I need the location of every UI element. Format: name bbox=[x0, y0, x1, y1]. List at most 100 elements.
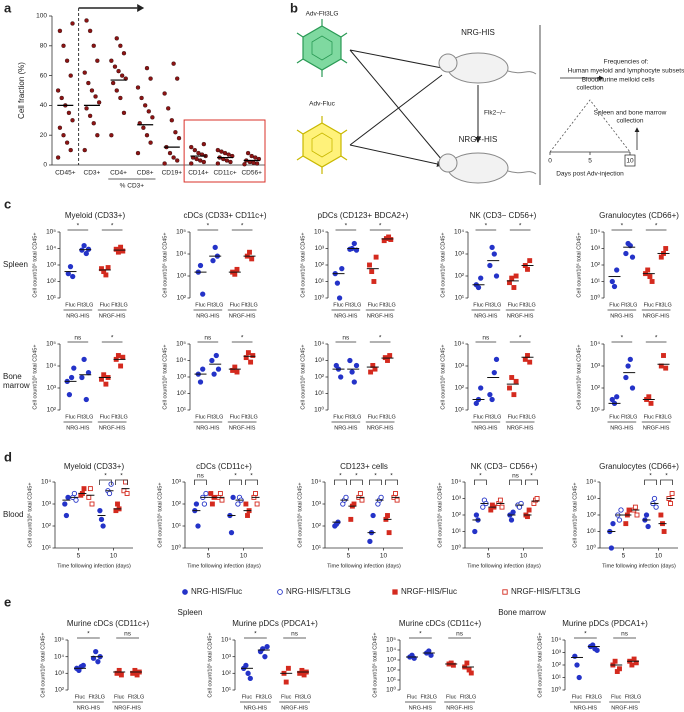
data-point bbox=[211, 371, 217, 377]
panel-title: Murine pDCs (PDCA1+) bbox=[232, 619, 318, 628]
y-tick-label: 60 bbox=[40, 72, 48, 79]
x-tick-label: Flt3LG bbox=[77, 414, 94, 420]
data-point bbox=[245, 150, 251, 156]
significance-label: * bbox=[241, 223, 244, 230]
y-tick-label: 10¹ bbox=[387, 677, 397, 684]
data-point bbox=[217, 491, 223, 496]
significance-label: * bbox=[250, 473, 253, 480]
y-tick-label: 10³ bbox=[552, 649, 562, 656]
significance-label: * bbox=[339, 473, 342, 480]
data-point bbox=[209, 357, 215, 364]
x-axis-label: Time following infection (days) bbox=[327, 563, 401, 569]
data-point bbox=[348, 516, 354, 522]
x-tick-label: Flt3LG bbox=[241, 414, 258, 420]
data-point bbox=[661, 353, 666, 358]
data-point bbox=[193, 501, 200, 507]
y-tick-label: 10¹ bbox=[455, 407, 465, 414]
y-tick-label: 0 bbox=[43, 162, 47, 169]
data-point bbox=[70, 21, 75, 26]
significance-bar bbox=[525, 479, 538, 485]
x-tick-label: Flt3LG bbox=[655, 414, 672, 420]
x-tick-label: Fluc bbox=[368, 302, 379, 308]
data-point bbox=[95, 659, 101, 665]
data-point bbox=[232, 271, 238, 277]
y-tick-label: 10² bbox=[455, 273, 465, 280]
data-point bbox=[118, 672, 124, 678]
data-point bbox=[118, 95, 123, 101]
data-point bbox=[198, 158, 203, 163]
x-tick-label: CD8+ bbox=[137, 170, 154, 177]
y-tick-label: 10¹ bbox=[455, 295, 465, 302]
x-tick-label: Fluc bbox=[611, 694, 622, 700]
x-tick-label: 5 bbox=[487, 553, 491, 560]
y-tick-label: 10² bbox=[172, 501, 182, 508]
data-point bbox=[254, 161, 260, 166]
group-label: NRGF-HIS bbox=[367, 425, 394, 431]
data-point bbox=[264, 643, 270, 650]
data-point bbox=[96, 100, 102, 105]
data-point bbox=[511, 392, 517, 398]
y-axis-label: Cell count/10⁵ total CD45+ bbox=[299, 232, 306, 297]
panel-title: Murine cDCs (CD11c+) bbox=[399, 619, 482, 628]
data-point bbox=[487, 391, 493, 398]
significance-label: * bbox=[621, 223, 624, 230]
x-tick-label: Flt3LG bbox=[89, 694, 106, 700]
data-point bbox=[661, 529, 667, 534]
data-point bbox=[210, 257, 216, 264]
x-tick-label: Fluc bbox=[407, 694, 418, 700]
data-point bbox=[219, 497, 225, 503]
data-point bbox=[173, 130, 178, 135]
y-tick-label: 10³ bbox=[452, 495, 462, 502]
data-point bbox=[478, 385, 484, 391]
significance-bar bbox=[229, 479, 242, 485]
data-point bbox=[629, 385, 636, 391]
y-tick-label: 10³ bbox=[47, 262, 57, 269]
data-point bbox=[123, 479, 128, 485]
group-label: NRGF-HIS bbox=[643, 425, 670, 431]
y-tick-label: 10⁰ bbox=[551, 686, 561, 694]
y-tick-label: 10³ bbox=[587, 495, 597, 502]
data-point bbox=[87, 28, 93, 34]
significance-label: ns bbox=[342, 335, 350, 342]
data-point bbox=[368, 369, 374, 375]
data-point bbox=[336, 295, 343, 301]
panel-label: a bbox=[4, 0, 12, 15]
significance-bar bbox=[245, 479, 258, 485]
data-point bbox=[141, 125, 146, 130]
y-tick-label: 10³ bbox=[47, 385, 57, 392]
data-point bbox=[393, 491, 398, 496]
data-point bbox=[143, 103, 148, 108]
data-point bbox=[343, 494, 349, 501]
panel-title: Murine cDCs (CD11c+) bbox=[67, 619, 150, 628]
data-point bbox=[629, 662, 635, 668]
data-point bbox=[196, 150, 201, 156]
x-tick-label: 10 bbox=[520, 553, 528, 560]
data-point bbox=[68, 147, 73, 153]
data-point bbox=[234, 369, 240, 375]
significance-label: ns bbox=[482, 335, 490, 342]
group-label: NRG-HIS bbox=[474, 425, 498, 431]
data-point bbox=[245, 513, 250, 518]
data-point bbox=[534, 496, 540, 501]
y-tick-label: 10¹ bbox=[312, 545, 322, 552]
data-point bbox=[243, 662, 249, 669]
x-tick-label: Fluc bbox=[446, 694, 457, 700]
data-point bbox=[195, 523, 201, 529]
x-tick-label: CD4+ bbox=[110, 170, 127, 177]
y-tick-label: 10¹ bbox=[452, 528, 462, 535]
significance-label: * bbox=[111, 335, 114, 342]
data-point bbox=[623, 250, 629, 257]
x-tick-label: Flt3LG bbox=[421, 694, 438, 700]
y-tick-label: 10³ bbox=[387, 657, 397, 664]
panel-title: Myeloid (CD33+) bbox=[64, 462, 125, 471]
data-point bbox=[89, 88, 95, 93]
x-tick-label: Fluc bbox=[333, 414, 344, 420]
x-tick-label: CD19+ bbox=[162, 170, 183, 177]
data-point bbox=[98, 516, 105, 523]
data-point bbox=[509, 275, 515, 281]
panel-label: d bbox=[4, 449, 12, 464]
x-axis-label: Time following infection (days) bbox=[187, 563, 261, 569]
data-point bbox=[228, 159, 233, 165]
y-tick-label: 10⁰ bbox=[314, 406, 324, 414]
data-point bbox=[385, 513, 390, 518]
